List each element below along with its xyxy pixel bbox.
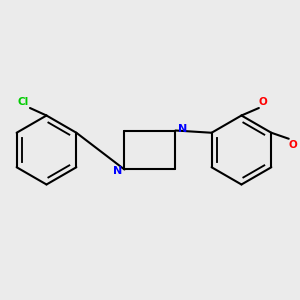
Text: Cl: Cl [17, 97, 28, 107]
Text: O: O [259, 97, 268, 107]
Text: N: N [113, 166, 122, 176]
Text: O: O [289, 140, 298, 150]
Text: N: N [178, 124, 187, 134]
